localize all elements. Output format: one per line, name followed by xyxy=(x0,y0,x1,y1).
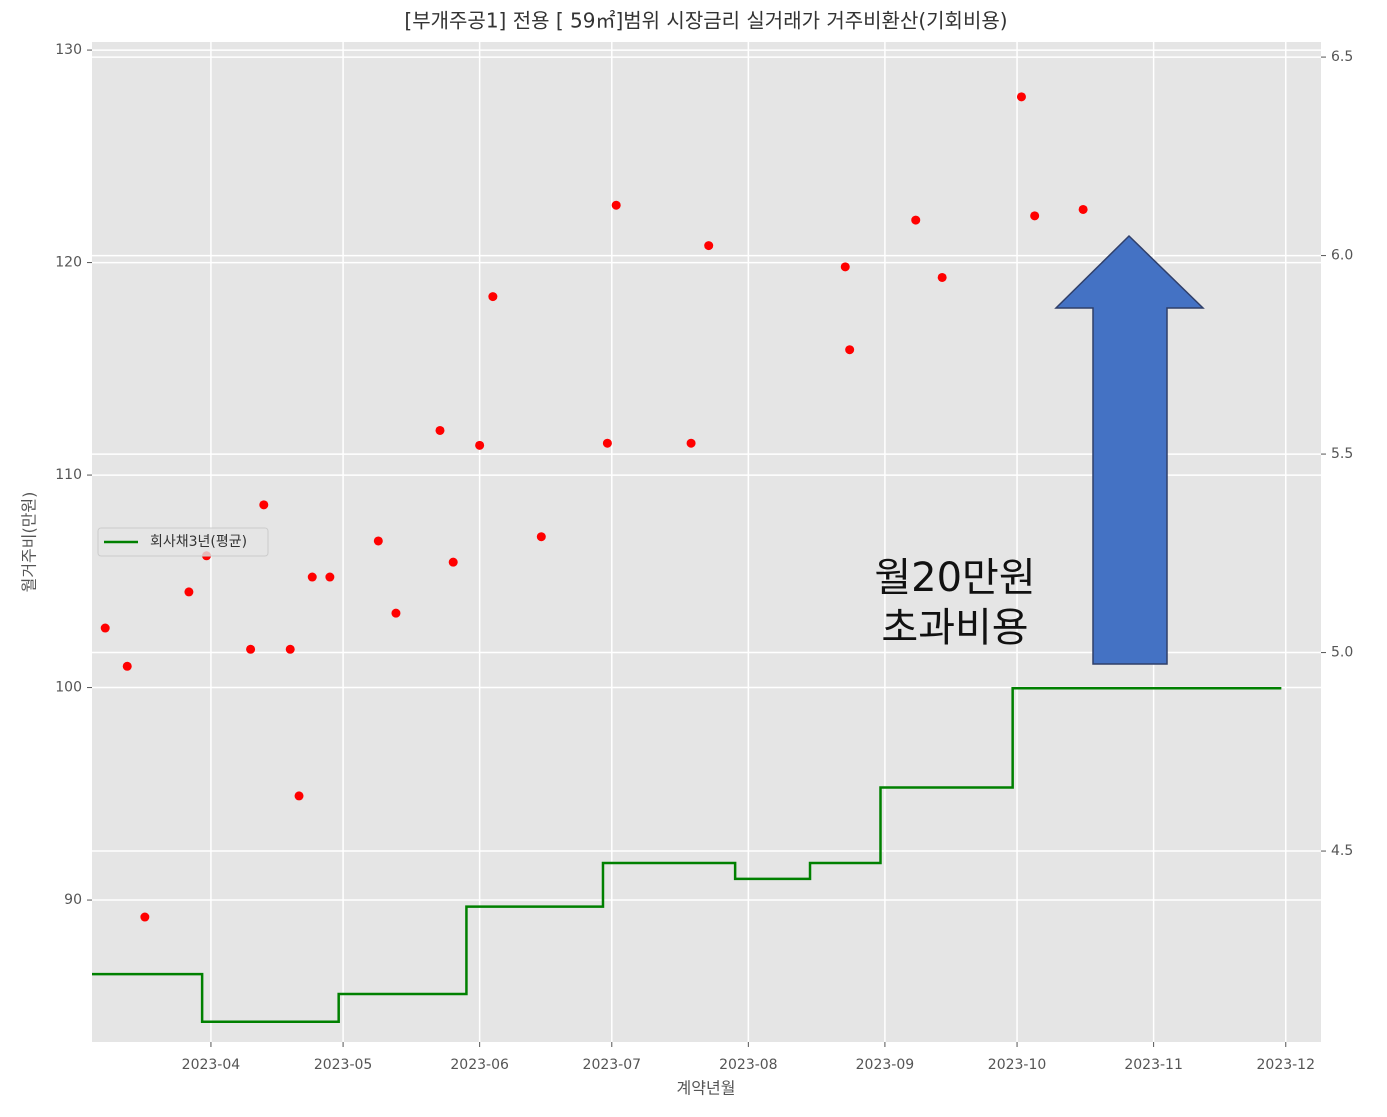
y-tick-label: 120 xyxy=(55,255,82,271)
x-tick-label: 2023-12 xyxy=(1257,1057,1316,1073)
y-tick-label: 100 xyxy=(55,680,82,696)
point xyxy=(259,500,269,510)
y-tick-label: 90 xyxy=(64,892,82,908)
point xyxy=(435,425,445,435)
y-tick-label: 130 xyxy=(55,42,82,58)
x-tick-label: 2023-08 xyxy=(719,1057,778,1073)
point xyxy=(1078,204,1088,214)
y2-tick-label: 6.5 xyxy=(1331,49,1353,65)
x-tick-label: 2023-10 xyxy=(988,1057,1047,1073)
point xyxy=(840,262,850,272)
step-line xyxy=(92,687,1282,1023)
y-axis-label: 월거주비(만원) xyxy=(20,492,39,593)
x-tick-label: 2023-09 xyxy=(856,1057,915,1073)
point xyxy=(1030,211,1040,221)
point xyxy=(488,292,498,302)
point xyxy=(1016,92,1026,102)
point xyxy=(140,912,150,922)
point xyxy=(391,608,401,618)
chart-title: [부개주공1] 전용 [ 59㎡]범위 시장금리 실거래가 거주비환산(기회비용… xyxy=(404,9,1007,33)
point xyxy=(704,241,714,251)
legend-label: 회사채3년(평균) xyxy=(150,534,247,550)
y2-tick-label: 4.5 xyxy=(1331,843,1353,859)
x-tick-label: 2023-04 xyxy=(182,1057,241,1073)
point xyxy=(100,623,110,633)
point xyxy=(611,200,621,210)
point xyxy=(325,572,335,582)
x-tick-label: 2023-06 xyxy=(450,1057,509,1073)
point xyxy=(373,536,383,546)
point xyxy=(294,791,304,801)
arrow xyxy=(1054,234,1205,665)
annotation: 초과비용 xyxy=(881,605,1028,651)
y2-tick-label: 6.0 xyxy=(1331,248,1353,264)
y2-tick-label: 5.0 xyxy=(1331,645,1353,661)
x-tick-label: 2023-05 xyxy=(314,1057,373,1073)
y2-tick-label: 5.5 xyxy=(1331,446,1353,462)
legend-box xyxy=(97,527,269,557)
point xyxy=(602,438,612,448)
point xyxy=(475,440,485,450)
legend: 회사채3년(평균) xyxy=(97,527,269,557)
marks xyxy=(92,92,1282,1023)
x-axis-label: 계약년월 xyxy=(677,1079,736,1098)
point xyxy=(448,557,458,567)
point xyxy=(911,215,921,225)
point xyxy=(937,272,947,282)
point xyxy=(285,644,295,654)
point xyxy=(184,587,194,597)
x-tick-label: 2023-07 xyxy=(583,1057,642,1073)
point xyxy=(307,572,317,582)
annotation: 월20만원 xyxy=(874,555,1035,601)
point xyxy=(686,438,696,448)
y-tick-label: 110 xyxy=(55,467,82,483)
point xyxy=(246,644,256,654)
x-tick-label: 2023-11 xyxy=(1124,1057,1183,1073)
point xyxy=(845,345,855,355)
point xyxy=(122,661,132,671)
point xyxy=(536,532,546,542)
